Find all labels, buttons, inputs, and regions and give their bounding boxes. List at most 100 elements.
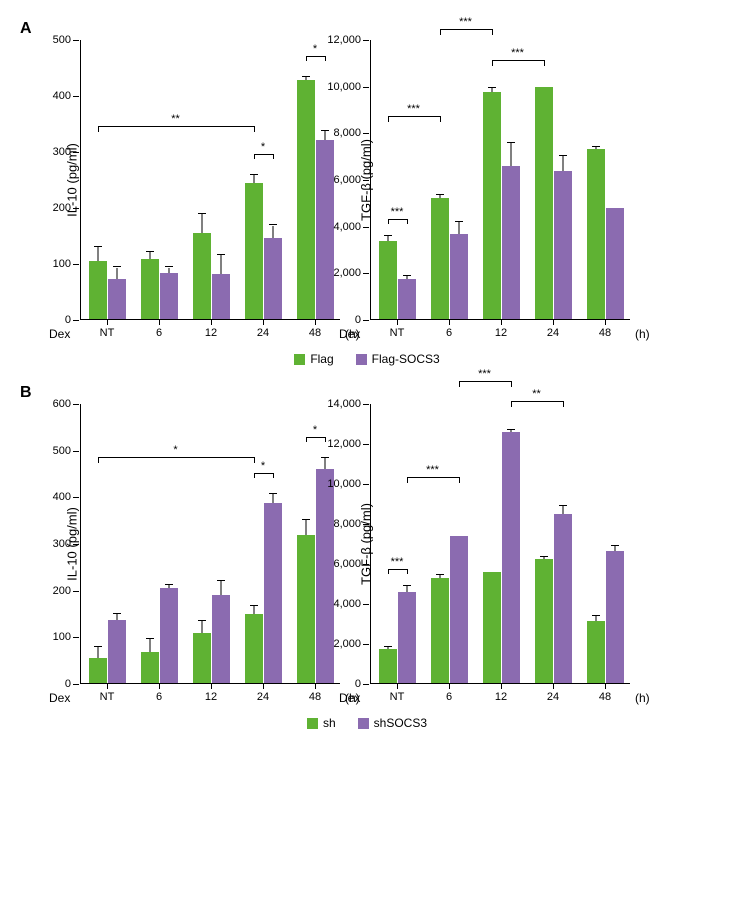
chart: IL-10 (pg/ml)0100200300400500****NT61224… [80,40,340,320]
significance-bar [306,56,325,57]
bar-group [245,503,282,683]
legend-item: Flag [294,352,333,366]
bar-series1 [193,233,211,319]
chart: TGF-β (pg/ml)02,0004,0006,0008,00010,000… [370,404,630,684]
bar-series2 [398,279,416,319]
y-tick-label: 6,000 [333,558,371,570]
bar-group [193,233,230,319]
legend: shshSOCS3 [20,716,714,730]
bar-group [587,149,624,319]
x-axis-left-label: Dex [339,319,360,341]
x-tick-label: 24 [547,683,559,703]
x-tick-label: 12 [205,683,217,703]
x-axis-left-label: Dex [49,319,70,341]
y-tick-label: 100 [53,631,81,643]
y-tick-label: 14,000 [327,398,371,410]
x-tick-label: 6 [156,683,162,703]
significance-bar [306,437,325,438]
bar-series1 [535,87,553,319]
bar-group [379,592,416,683]
x-tick-label: NT [390,683,405,703]
bar-series1 [379,649,397,683]
significance-bar [388,219,407,220]
significance-bar [388,116,440,117]
bar-series2 [502,166,520,319]
significance-label: *** [391,207,404,218]
bar-series1 [535,559,553,683]
y-tick-label: 8,000 [333,127,371,139]
significance-label: * [313,44,317,55]
significance-bar [440,29,492,30]
bar-group [297,80,334,319]
y-tick-label: 10,000 [327,478,371,490]
x-tick-label: NT [100,683,115,703]
x-tick-label: 24 [547,319,559,339]
legend: Flag Flag-SOCS3 [20,352,714,366]
significance-label: *** [478,369,491,380]
legend-swatch [358,718,369,729]
x-tick-label: 6 [446,683,452,703]
bar-series1 [431,198,449,319]
legend-label: sh [323,716,336,730]
bar-series2 [554,514,572,683]
significance-bar [254,473,273,474]
x-tick-label: 6 [446,319,452,339]
bar-group [431,536,468,683]
chart: TGF-β (pg/ml)02,0004,0006,0008,00010,000… [370,40,630,320]
bar-series1 [89,261,107,319]
bar-series1 [141,652,159,683]
significance-bar [98,126,254,127]
significance-label: * [261,461,265,472]
y-tick-label: 200 [53,585,81,597]
chart: IL-10 (pg/ml)0100200300400500600***NT612… [80,404,340,684]
bar-group [141,259,178,319]
y-tick-label: 2,000 [333,638,371,650]
bar-series2 [606,551,624,683]
bar-group [483,92,520,319]
significance-bar [511,401,563,402]
bar-series1 [89,658,107,683]
y-tick-label: 6,000 [333,174,371,186]
bar-series2 [108,620,126,683]
bar-group [535,87,572,319]
x-tick-label: 12 [495,683,507,703]
significance-label: *** [391,557,404,568]
x-axis-right-label: (h) [635,319,650,341]
x-tick-label: NT [100,319,115,339]
legend-label: Flag [310,352,333,366]
y-tick-label: 300 [53,538,81,550]
y-tick-label: 4,000 [333,221,371,233]
y-tick-label: 600 [53,398,81,410]
bar-group [141,588,178,683]
y-tick-label: 400 [53,491,81,503]
bar-group [431,198,468,319]
bar-series2 [398,592,416,683]
bar-series1 [587,149,605,319]
bar-series1 [141,259,159,319]
legend-label: Flag-SOCS3 [372,352,440,366]
bar-series1 [431,578,449,683]
significance-label: * [173,445,177,456]
significance-label: * [313,425,317,436]
panel-row: IL-10 (pg/ml)0100200300400500600***NT612… [80,404,714,684]
legend-swatch [294,354,305,365]
significance-label: *** [407,104,420,115]
bar-series2 [264,238,282,319]
x-axis-right-label: (h) [635,683,650,705]
y-tick-label: 4,000 [333,598,371,610]
bar-series2 [160,588,178,683]
bar-series1 [297,535,315,683]
significance-bar [407,477,459,478]
y-tick-label: 500 [53,34,81,46]
legend-item: Flag-SOCS3 [356,352,440,366]
bar-series1 [193,633,211,683]
bar-series1 [483,92,501,319]
x-tick-label: 24 [257,683,269,703]
bar-series2 [316,140,334,319]
bar-group [89,261,126,319]
bar-series1 [483,572,501,683]
bar-group [535,514,572,683]
bar-group [193,595,230,683]
y-tick-label: 12,000 [327,438,371,450]
panel-row: IL-10 (pg/ml)0100200300400500****NT61224… [80,40,714,320]
